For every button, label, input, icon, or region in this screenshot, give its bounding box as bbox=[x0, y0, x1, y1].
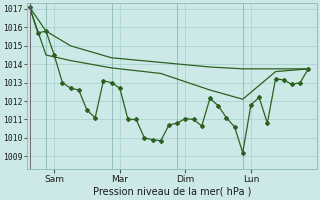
X-axis label: Pression niveau de la mer( hPa ): Pression niveau de la mer( hPa ) bbox=[93, 187, 251, 197]
